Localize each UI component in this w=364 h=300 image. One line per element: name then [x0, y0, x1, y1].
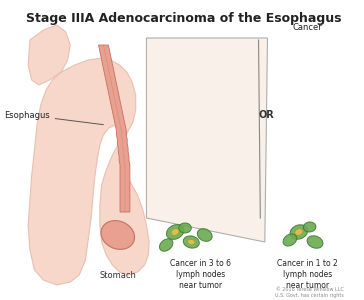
Ellipse shape	[197, 229, 212, 241]
Ellipse shape	[303, 222, 316, 232]
Ellipse shape	[166, 225, 184, 239]
Ellipse shape	[159, 239, 173, 251]
Ellipse shape	[290, 225, 308, 239]
Text: Cancer in 1 to 2
lymph nodes
near tumor: Cancer in 1 to 2 lymph nodes near tumor	[277, 259, 338, 290]
Text: Cancer in 3 to 6
lymph nodes
near tumor: Cancer in 3 to 6 lymph nodes near tumor	[170, 259, 231, 290]
Text: © 2018 Terese Winslow LLC
U.S. Govt. has certain rights: © 2018 Terese Winslow LLC U.S. Govt. has…	[275, 287, 344, 298]
Text: Submucosa: Submucosa	[0, 299, 1, 300]
Polygon shape	[146, 38, 268, 242]
Text: OR: OR	[259, 110, 274, 120]
Ellipse shape	[283, 234, 297, 246]
Text: Esophagus: Esophagus	[4, 110, 103, 125]
Text: Connective
tissue: Connective tissue	[0, 299, 1, 300]
Ellipse shape	[101, 220, 135, 249]
Ellipse shape	[183, 236, 199, 248]
Ellipse shape	[307, 236, 323, 248]
Text: Mucosa: Mucosa	[0, 299, 1, 300]
Text: Thick
muscle layer: Thick muscle layer	[0, 299, 1, 300]
Ellipse shape	[171, 229, 179, 235]
Text: Cancer: Cancer	[293, 23, 323, 32]
Text: Stomach: Stomach	[99, 271, 136, 280]
Text: Thin
muscle layer: Thin muscle layer	[0, 299, 1, 300]
Polygon shape	[28, 25, 149, 285]
Text: Stage IIIA Adenocarcinoma of the Esophagus: Stage IIIA Adenocarcinoma of the Esophag…	[26, 12, 342, 25]
Ellipse shape	[295, 229, 303, 235]
Ellipse shape	[188, 239, 195, 245]
Ellipse shape	[179, 223, 191, 233]
PathPatch shape	[99, 45, 130, 212]
